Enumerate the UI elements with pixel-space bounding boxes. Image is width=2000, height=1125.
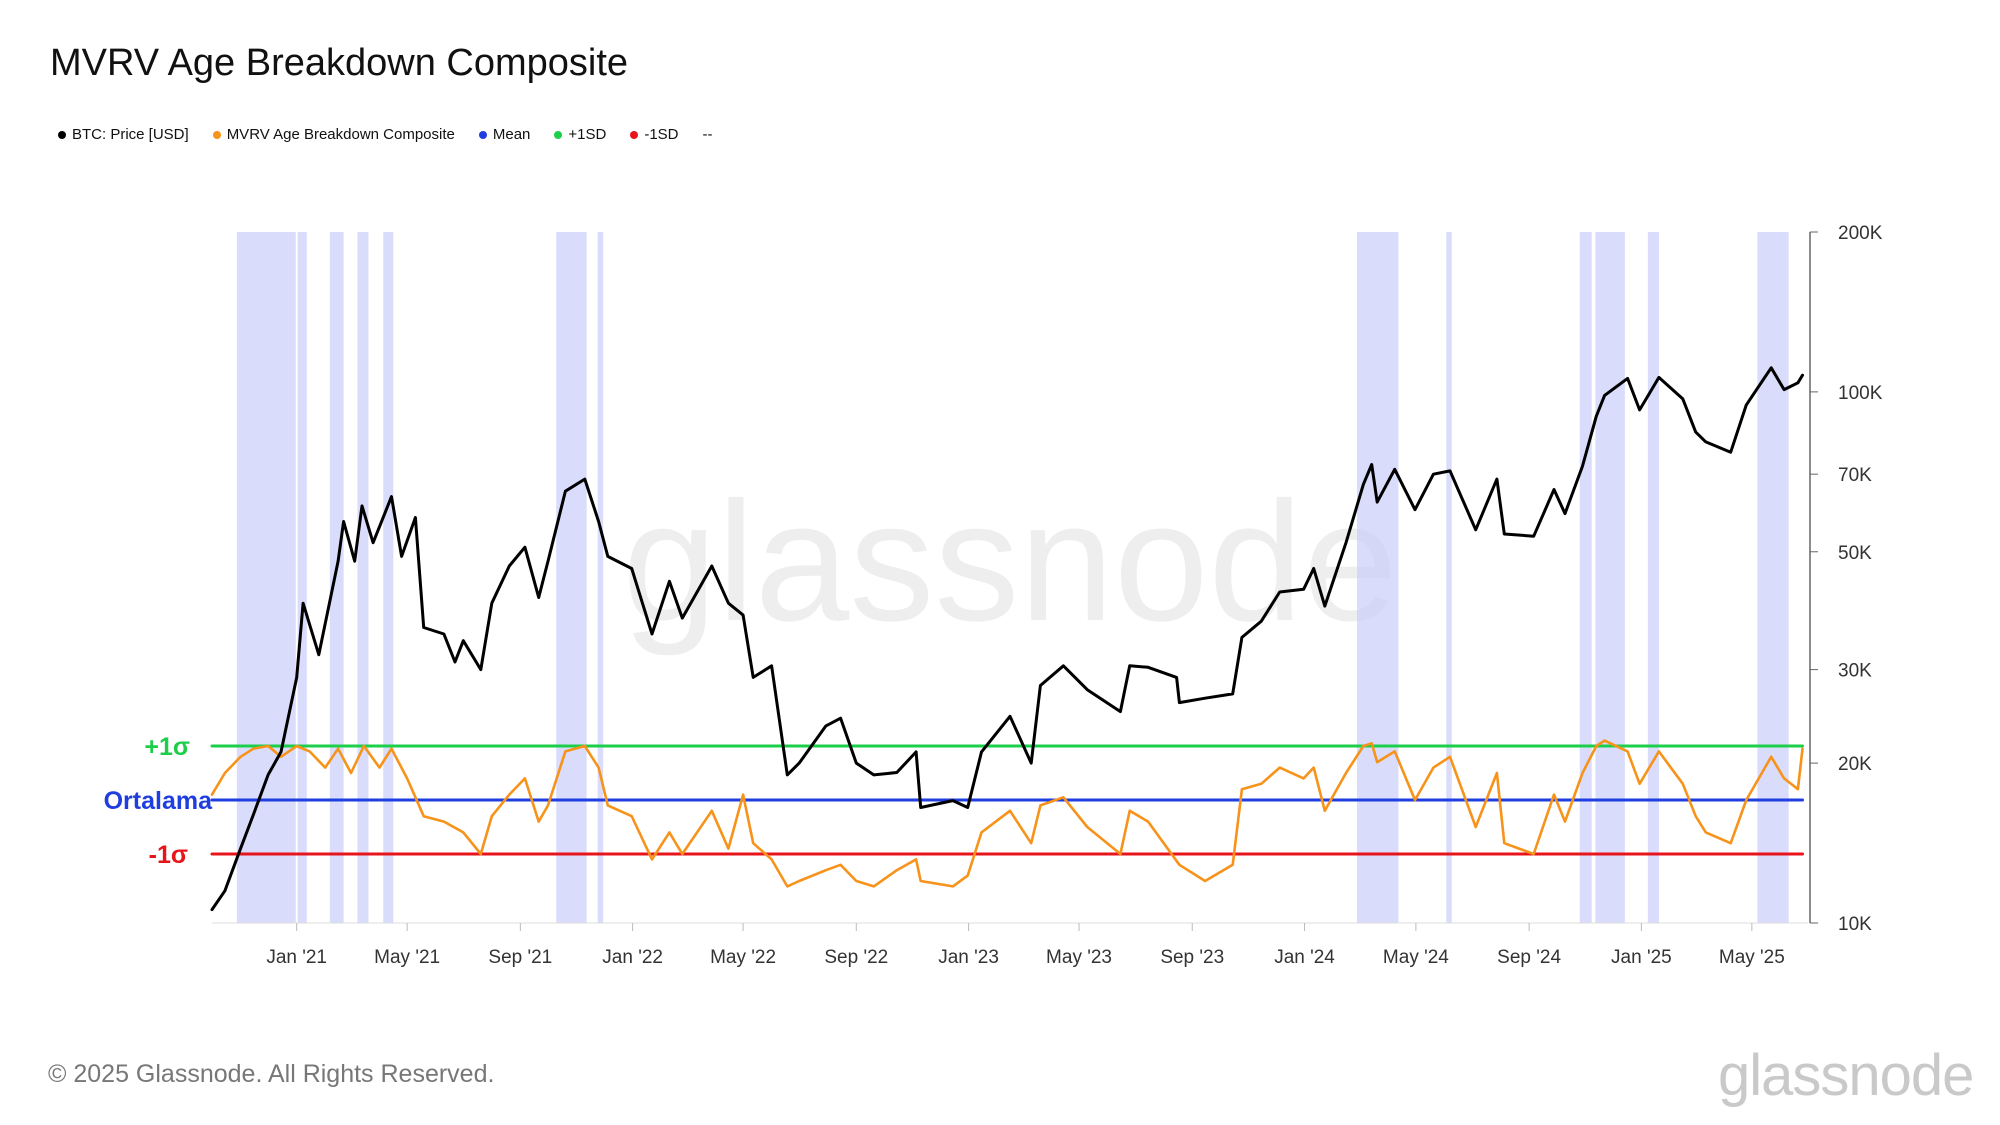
x-tick-label-1: May '21 bbox=[374, 947, 440, 968]
legend-dot-price bbox=[58, 130, 66, 139]
legend-label-mean: Mean bbox=[492, 126, 531, 143]
y-tick-label-3: 50K bbox=[1838, 543, 1872, 564]
highlight-band-8 bbox=[1446, 232, 1452, 923]
x-tick-label-5: Sep '22 bbox=[824, 947, 888, 968]
y-tick-label-6: 200K bbox=[1838, 223, 1883, 244]
legend-dot-minus-sd bbox=[630, 130, 639, 139]
series-line-mvrv-age-breakdown-composite bbox=[210, 739, 1804, 888]
x-tick-label-9: Jan '24 bbox=[1274, 947, 1335, 968]
legend-item-extra[interactable]: -- bbox=[703, 126, 713, 143]
annotation-plus-sigma: +1σ bbox=[144, 733, 190, 761]
highlight-band-12 bbox=[1757, 232, 1789, 923]
legend-item-plus-sd[interactable]: +1SD bbox=[554, 126, 606, 143]
legend-dot-composite bbox=[212, 130, 221, 139]
highlight-band-7 bbox=[1356, 232, 1399, 923]
x-tick-label-0: Jan '21 bbox=[266, 947, 327, 968]
highlight-band-3 bbox=[357, 232, 369, 923]
copyright-footer: © 2025 Glassnode. All Rights Reserved. bbox=[48, 1060, 495, 1088]
y-tick-label-2: 30K bbox=[1838, 661, 1872, 682]
x-tick-label-13: May '25 bbox=[1719, 947, 1785, 968]
x-tick-label-2: Sep '21 bbox=[488, 947, 552, 968]
legend-label-composite: MVRV Age Breakdown Composite bbox=[226, 126, 455, 143]
chart-title: MVRV Age Breakdown Composite bbox=[50, 42, 629, 84]
highlight-band-9 bbox=[1579, 232, 1592, 923]
annotation-mean: Ortalama bbox=[104, 787, 213, 815]
legend-dot-mean bbox=[478, 130, 487, 139]
legend-item-composite[interactable]: MVRV Age Breakdown Composite bbox=[212, 126, 455, 143]
legend-label-plus-sd: +1SD bbox=[568, 126, 607, 143]
x-tick-label-8: Sep '23 bbox=[1160, 947, 1224, 968]
glassnode-logo: glassnode bbox=[1718, 1043, 1974, 1108]
highlight-band-4 bbox=[383, 232, 394, 923]
x-tick-label-12: Jan '25 bbox=[1611, 947, 1672, 968]
legend-item-minus-sd[interactable]: -1SD bbox=[630, 126, 679, 143]
x-tick-label-7: May '23 bbox=[1046, 947, 1112, 968]
x-tick-label-11: Sep '24 bbox=[1497, 947, 1561, 968]
highlight-band-1 bbox=[297, 232, 307, 923]
x-tick-label-10: May '24 bbox=[1383, 947, 1449, 968]
y-tick-label-5: 100K bbox=[1838, 383, 1883, 404]
highlight-band-6 bbox=[597, 232, 604, 923]
y-tick-label-0: 10K bbox=[1838, 914, 1872, 935]
legend-item-price[interactable]: BTC: Price [USD] bbox=[58, 126, 189, 143]
highlight-band-2 bbox=[329, 232, 344, 923]
highlight-band-5 bbox=[556, 232, 587, 923]
series-line-btc-price-usd- bbox=[210, 366, 1804, 912]
y-tick-label-1: 20K bbox=[1838, 754, 1872, 775]
x-tick-label-3: Jan '22 bbox=[602, 947, 663, 968]
legend-item-mean[interactable]: Mean bbox=[478, 126, 531, 143]
legend-dot-plus-sd bbox=[554, 130, 563, 139]
x-tick-label-6: Jan '23 bbox=[938, 947, 999, 968]
legend-label-minus-sd: -1SD bbox=[644, 126, 679, 143]
highlight-band-0 bbox=[236, 232, 296, 923]
legend-label-price: BTC: Price [USD] bbox=[72, 126, 189, 143]
y-tick-label-4: 70K bbox=[1838, 465, 1872, 486]
legend-label-extra: -- bbox=[702, 126, 713, 143]
highlight-band-11 bbox=[1647, 232, 1659, 923]
chart-legend: BTC: Price [USD] MVRV Age Breakdown Comp… bbox=[58, 126, 737, 143]
annotation-minus-sigma: -1σ bbox=[149, 841, 188, 869]
x-tick-label-4: May '22 bbox=[710, 947, 776, 968]
watermark: glassnode bbox=[622, 467, 1397, 657]
highlight-band-10 bbox=[1595, 232, 1625, 923]
